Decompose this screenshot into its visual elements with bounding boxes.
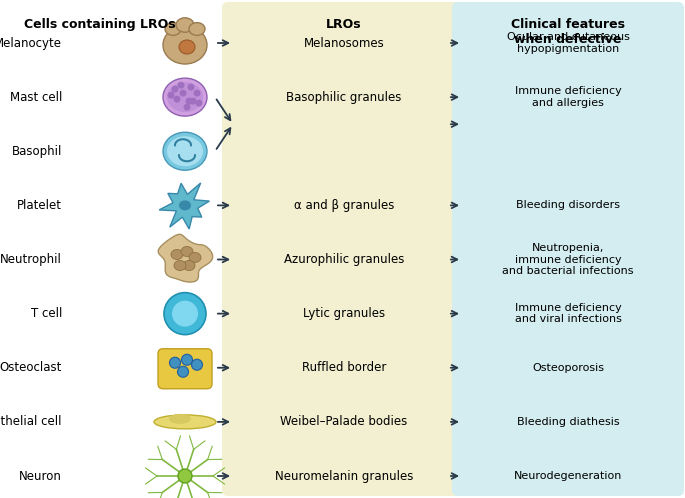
Ellipse shape xyxy=(189,252,201,262)
Circle shape xyxy=(192,359,203,370)
Ellipse shape xyxy=(183,260,195,270)
Ellipse shape xyxy=(163,26,207,64)
Text: Neuromelanin granules: Neuromelanin granules xyxy=(275,470,413,483)
Text: Lytic granules: Lytic granules xyxy=(303,307,385,320)
Text: Mast cell: Mast cell xyxy=(10,91,62,104)
Ellipse shape xyxy=(154,415,216,429)
Ellipse shape xyxy=(179,200,191,210)
Text: α and β granules: α and β granules xyxy=(294,199,394,212)
Ellipse shape xyxy=(169,414,191,424)
Ellipse shape xyxy=(181,247,193,256)
Text: Basophilic granules: Basophilic granules xyxy=(286,91,401,104)
Text: Neutrophil: Neutrophil xyxy=(0,253,62,266)
Ellipse shape xyxy=(163,132,207,170)
Circle shape xyxy=(195,100,203,107)
Text: Neuron: Neuron xyxy=(19,470,62,483)
Circle shape xyxy=(188,84,195,91)
Ellipse shape xyxy=(167,82,203,112)
Circle shape xyxy=(186,98,192,105)
Circle shape xyxy=(173,96,181,103)
Text: LROs: LROs xyxy=(326,18,362,31)
Text: T cell: T cell xyxy=(31,307,62,320)
Text: Endothelial cell: Endothelial cell xyxy=(0,415,62,428)
Text: Osteoporosis: Osteoporosis xyxy=(532,363,604,373)
Ellipse shape xyxy=(176,18,194,32)
Text: Platelet: Platelet xyxy=(17,199,62,212)
Circle shape xyxy=(184,104,190,111)
Ellipse shape xyxy=(165,22,181,35)
Text: Azurophilic granules: Azurophilic granules xyxy=(284,253,404,266)
Ellipse shape xyxy=(171,249,183,259)
Ellipse shape xyxy=(164,293,206,335)
Text: Melanosomes: Melanosomes xyxy=(303,36,384,49)
FancyBboxPatch shape xyxy=(452,2,684,496)
Polygon shape xyxy=(159,183,210,229)
Text: Neurodegeneration: Neurodegeneration xyxy=(514,471,622,481)
Circle shape xyxy=(193,90,201,97)
Ellipse shape xyxy=(179,40,195,54)
Circle shape xyxy=(177,366,188,377)
Circle shape xyxy=(182,354,192,365)
Ellipse shape xyxy=(167,136,203,166)
Ellipse shape xyxy=(174,260,186,270)
Circle shape xyxy=(169,357,181,368)
Polygon shape xyxy=(158,235,212,282)
Text: Melanocyte: Melanocyte xyxy=(0,36,62,49)
Text: Cells containing LROs: Cells containing LROs xyxy=(24,18,176,31)
Circle shape xyxy=(171,86,179,93)
Ellipse shape xyxy=(189,22,205,35)
Text: Weibel–Palade bodies: Weibel–Palade bodies xyxy=(280,415,408,428)
Circle shape xyxy=(168,92,175,99)
Circle shape xyxy=(178,469,192,483)
FancyBboxPatch shape xyxy=(222,2,466,496)
Circle shape xyxy=(179,90,186,97)
Ellipse shape xyxy=(163,78,207,116)
FancyBboxPatch shape xyxy=(158,349,212,389)
Circle shape xyxy=(190,98,197,105)
Circle shape xyxy=(177,82,184,89)
Text: Osteoclast: Osteoclast xyxy=(0,361,62,374)
Text: Immune deficiency
and viral infections: Immune deficiency and viral infections xyxy=(514,303,621,324)
Text: Clinical features
when defective: Clinical features when defective xyxy=(511,18,625,46)
Text: Bleeding disorders: Bleeding disorders xyxy=(516,200,620,210)
Text: Bleeding diathesis: Bleeding diathesis xyxy=(516,417,619,427)
Text: Neutropenia,
immune deficiency
and bacterial infections: Neutropenia, immune deficiency and bacte… xyxy=(502,243,634,276)
Text: Basophil: Basophil xyxy=(12,145,62,158)
Text: Ruffled border: Ruffled border xyxy=(302,361,386,374)
Text: Ocular and cutaneous
hypopigmentation: Ocular and cutaneous hypopigmentation xyxy=(507,32,630,54)
Ellipse shape xyxy=(172,301,198,327)
Text: Immune deficiency
and allergies: Immune deficiency and allergies xyxy=(514,86,621,108)
